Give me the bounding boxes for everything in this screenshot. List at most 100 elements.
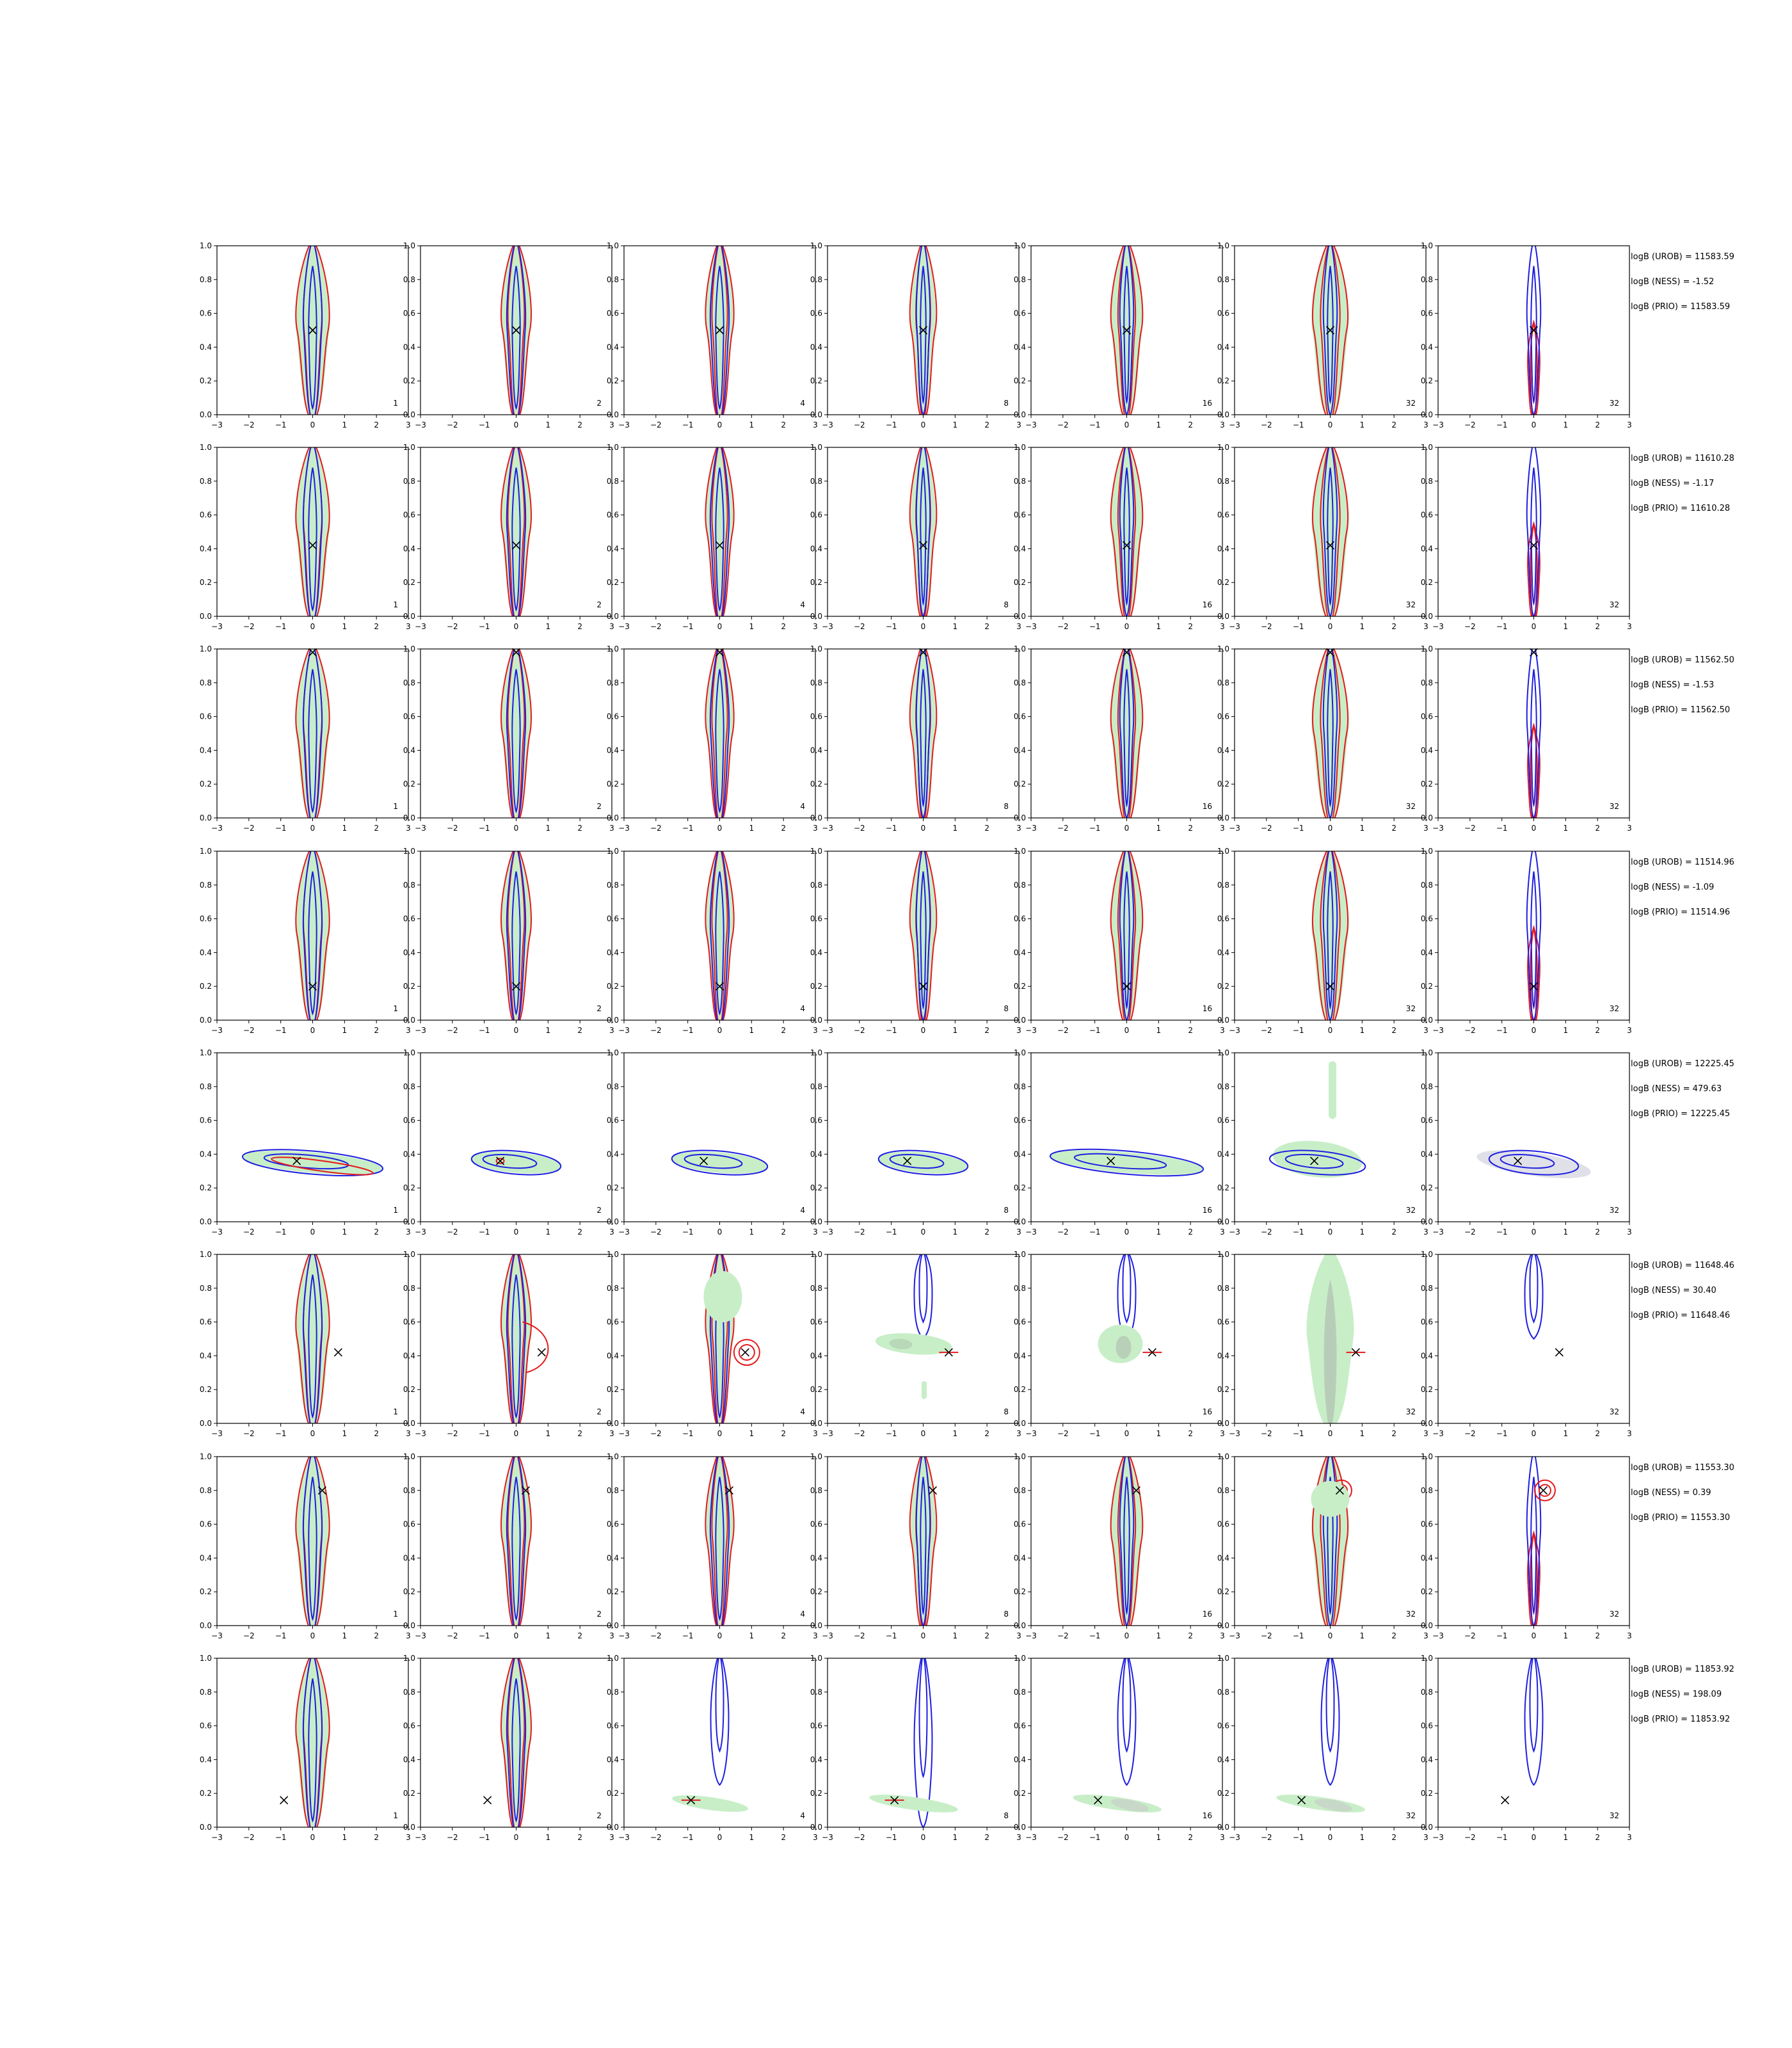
y-tick-label: 1.0: [1421, 1452, 1433, 1461]
x-tick-label: 2: [374, 1833, 379, 1842]
x-tick-label: 3: [1627, 824, 1632, 833]
x-tick-label: 1: [1156, 824, 1162, 833]
y-tick-label: 0.6: [607, 1116, 619, 1125]
x-tick-label: 3: [1016, 622, 1021, 631]
red-contour: [507, 246, 525, 415]
x-tick-label: 3: [1627, 420, 1632, 429]
x-tick-label: −2: [447, 1631, 458, 1640]
panel-count-label: 2: [596, 1610, 602, 1619]
blue-contour: [308, 266, 317, 410]
filled-contour: [295, 649, 330, 818]
x-tick-label: 1: [1564, 420, 1569, 429]
blue-contour: [308, 467, 317, 612]
y-tick-label: 0.6: [810, 511, 822, 520]
x-tick-label: 1: [953, 1631, 958, 1640]
filled-contour: [1315, 1798, 1352, 1812]
x-tick-label: 3: [1423, 1228, 1428, 1236]
y-tick-label: 0.0: [1217, 1016, 1229, 1025]
axes-frame: [1030, 1052, 1223, 1222]
y-tick-label: 0.2: [1421, 578, 1433, 587]
truth-marker: [1529, 541, 1539, 550]
x-tick-label: 0: [514, 420, 519, 429]
blue-contour: [506, 447, 527, 616]
blue-contour: [511, 1476, 521, 1621]
blue-contour: [915, 851, 931, 1020]
x-tick-label: 0: [310, 824, 316, 833]
x-tick-label: 3: [609, 1833, 614, 1842]
red-contour: [1320, 649, 1341, 818]
y-tick-label: 0.6: [607, 915, 619, 924]
panel-r1-c6: −3 −2 −1 0 1 2 30.00.20.40.60.81.032: [1217, 241, 1428, 429]
truth-marker: [308, 326, 317, 335]
logb-stat-label: logB (PRIO) = 11553.30: [1631, 1513, 1730, 1523]
y-tick-label: 0.4: [1421, 948, 1433, 957]
x-tick-label: −3: [1229, 420, 1240, 429]
filled-contour: [869, 1795, 958, 1812]
y-tick-label: 0.8: [810, 881, 822, 890]
y-tick-label: 0.2: [1421, 1789, 1433, 1798]
y-tick-label: 0.4: [607, 342, 619, 351]
panel-count-label: 8: [1004, 1004, 1009, 1013]
y-tick-label: 0.2: [403, 1183, 415, 1192]
filled-contour: [242, 1150, 383, 1175]
y-tick-label: 0.8: [810, 1082, 822, 1091]
y-tick-label: 1.0: [810, 644, 822, 653]
x-tick-label: 2: [1188, 824, 1193, 833]
blue-contour: [913, 1658, 933, 1827]
x-tick-label: 1: [749, 1429, 755, 1438]
panel-count-label: 4: [800, 1811, 805, 1820]
blue-contour: [302, 649, 323, 818]
panel-r6-c3: −3 −2 −1 0 1 2 30.00.20.40.60.81.04: [607, 1250, 818, 1438]
x-tick-label: 0: [1328, 1429, 1333, 1438]
truth-marker: [1555, 1348, 1564, 1357]
red-contour: [507, 1658, 525, 1827]
x-tick-label: −1: [275, 1026, 287, 1035]
y-tick-label: 0.2: [1421, 1385, 1433, 1394]
y-tick-label: 0.2: [1421, 982, 1433, 991]
blue-contour: [1322, 447, 1338, 616]
y-tick-label: 0.8: [403, 1688, 415, 1697]
y-tick-label: 0.2: [810, 982, 822, 991]
panel-r3-c3: −3 −2 −1 0 1 2 3 0.0 0.2 0.4 0.6 0.8 1.0 4: [607, 644, 818, 833]
x-tick-label: −1: [1089, 824, 1101, 833]
panel-r1-c2: −3 −2 −1 0 1 2 30.00.20.40.60.81.02: [403, 241, 614, 429]
x-tick-label: 3: [1016, 824, 1021, 833]
x-tick-label: 3: [1627, 1631, 1632, 1640]
y-tick-label: 0.2: [607, 578, 619, 587]
blue-contour: [1119, 649, 1135, 818]
y-tick-label: 0.4: [200, 544, 212, 553]
red-contour: [909, 851, 938, 1020]
panel-count-label: 1: [393, 802, 398, 811]
x-tick-label: −2: [243, 1429, 255, 1438]
y-tick-label: 0.8: [200, 678, 212, 687]
y-tick-label: 0.6: [1421, 309, 1433, 318]
x-tick-label: 2: [1595, 1833, 1600, 1842]
x-tick-label: −3: [211, 1228, 223, 1236]
blue-contour: [1123, 1476, 1130, 1615]
y-tick-label: 0.8: [810, 678, 822, 687]
y-tick-label: 1.0: [1421, 241, 1433, 250]
x-tick-label: 3: [1423, 1026, 1428, 1035]
x-tick-label: −2: [854, 1026, 865, 1035]
red-contour: [500, 246, 532, 415]
panel-count-label: 1: [393, 1206, 398, 1215]
y-tick-label: 0.8: [403, 1082, 415, 1091]
x-tick-label: −1: [1293, 1833, 1304, 1842]
blue-contour: [302, 1457, 323, 1626]
y-tick-label: 0.4: [403, 1149, 415, 1158]
y-tick-label: 0.0: [200, 612, 212, 621]
red-contour: [295, 649, 330, 818]
x-tick-label: −3: [618, 1429, 630, 1438]
panel-r6-c2: −3 −2 −1 0 1 2 30.00.20.40.60.81.02: [403, 1250, 614, 1438]
red-contour: [1530, 1532, 1538, 1626]
panel-count-label: 16: [1203, 802, 1212, 811]
x-tick-label: 3: [1627, 622, 1632, 631]
y-tick-label: 0.0: [1421, 1419, 1433, 1428]
x-tick-label: 2: [1188, 1026, 1193, 1035]
blue-contour: [915, 246, 931, 415]
y-tick-label: 0.2: [403, 1789, 415, 1798]
y-tick-label: 0.2: [607, 1587, 619, 1596]
filled-contour: [1116, 1336, 1132, 1359]
y-tick-label: 0.2: [200, 1587, 212, 1596]
y-tick-label: 0.0: [607, 1823, 619, 1832]
